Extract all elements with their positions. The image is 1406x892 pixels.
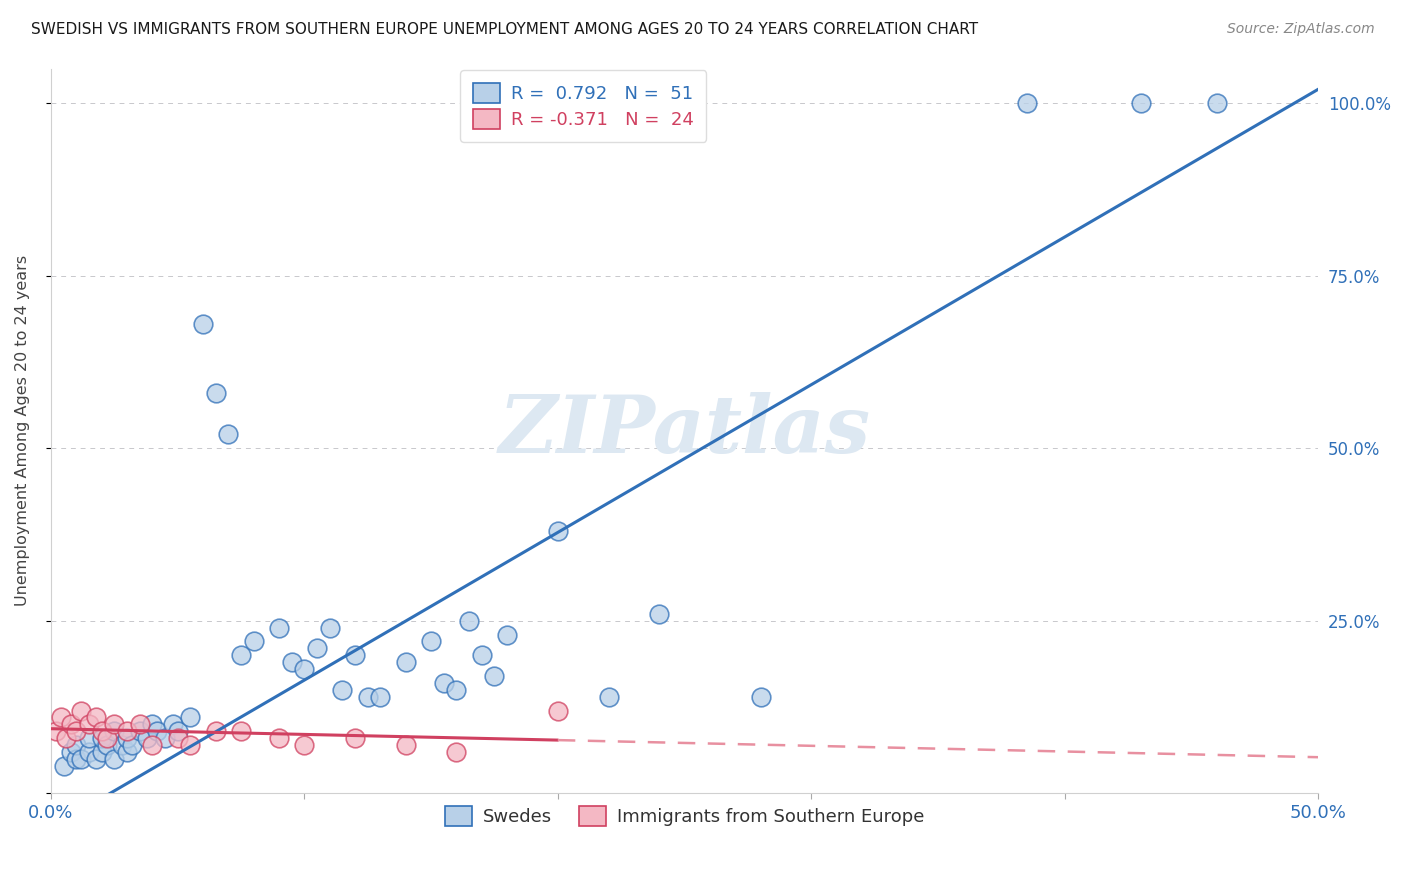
Point [111,738,134,752]
Point [496,627,519,641]
Point [77,745,100,759]
Point [318,621,340,635]
Y-axis label: Unemployment Among Ages 20 to 24 years: Unemployment Among Ages 20 to 24 years [15,255,30,607]
Point [128,717,150,731]
Point [267,731,290,745]
Text: SWEDISH VS IMMIGRANTS FROM SOUTHERN EUROPE UNEMPLOYMENT AMONG AGES 20 TO 24 YEAR: SWEDISH VS IMMIGRANTS FROM SOUTHERN EURO… [31,22,979,37]
Point [648,607,671,621]
Point [305,641,328,656]
Point [547,524,569,538]
Point [433,676,456,690]
Point [357,690,380,704]
Point [204,386,226,401]
Text: ZIPatlas: ZIPatlas [499,392,870,470]
Point [115,745,138,759]
Point [77,717,100,731]
Point [65,752,87,766]
Point [60,717,83,731]
Point [115,731,138,745]
Point [204,724,226,739]
Point [45,724,67,739]
Point [166,731,188,745]
Point [60,745,83,759]
Point [267,621,290,635]
Point [217,427,239,442]
Point [86,752,108,766]
Point [103,752,125,766]
Point [128,724,150,739]
Point [146,724,169,739]
Point [229,648,252,663]
Point [292,738,315,752]
Point [103,724,125,739]
Point [121,738,143,752]
Point [162,717,184,731]
Point [484,669,506,683]
Point [70,752,93,766]
Point [90,745,112,759]
Point [141,738,163,752]
Point [242,634,264,648]
Point [166,724,188,739]
Point [191,317,214,331]
Point [179,738,201,752]
Point [749,690,772,704]
Point [90,731,112,745]
Point [77,731,100,745]
Point [1205,96,1227,111]
Point [49,710,72,724]
Legend: Swedes, Immigrants from Southern Europe: Swedes, Immigrants from Southern Europe [436,797,934,835]
Point [292,662,315,676]
Point [115,724,138,739]
Point [96,731,118,745]
Point [70,704,93,718]
Point [1129,96,1152,111]
Point [395,655,418,669]
Point [446,745,468,759]
Text: Source: ZipAtlas.com: Source: ZipAtlas.com [1227,22,1375,37]
Point [547,704,569,718]
Point [65,724,87,739]
Point [420,634,443,648]
Point [141,717,163,731]
Point [136,731,159,745]
Point [55,731,77,745]
Point [471,648,494,663]
Point [229,724,252,739]
Point [103,717,125,731]
Point [344,648,367,663]
Point [96,738,118,752]
Point [179,710,201,724]
Point [446,682,468,697]
Point [598,690,620,704]
Point [1015,96,1038,111]
Point [90,724,112,739]
Point [370,690,392,704]
Point [153,731,176,745]
Point [395,738,418,752]
Point [344,731,367,745]
Point [52,758,75,772]
Point [86,710,108,724]
Point [280,655,302,669]
Point [65,738,87,752]
Point [458,614,481,628]
Point [330,682,353,697]
